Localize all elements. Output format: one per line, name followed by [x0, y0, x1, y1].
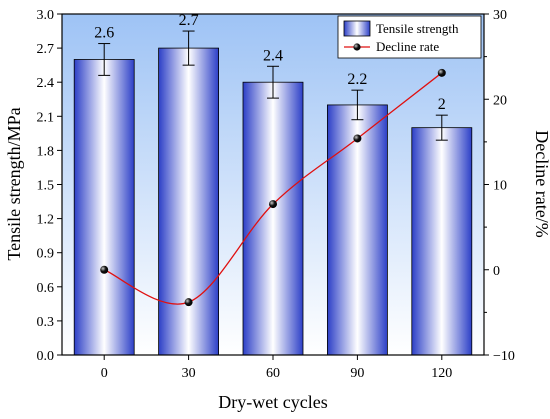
- y-tick-label: 0.6: [37, 281, 55, 296]
- error-bar-90: [351, 89, 364, 121]
- y2-tick-label: 0: [493, 264, 500, 279]
- bar-value-label-60: 2.4: [263, 47, 283, 64]
- bar-0: [73, 59, 135, 356]
- y-tick-label: 1.2: [37, 213, 55, 228]
- line-series-decline-rate: [100, 68, 446, 307]
- legend-bar-swatch: [343, 20, 371, 37]
- decline-rate-point-60: [269, 200, 277, 209]
- y-tick-label: 2.4: [37, 76, 55, 91]
- bar-series-tensile-strength: [73, 47, 473, 356]
- y-tick-label: 1.8: [37, 144, 55, 159]
- y-axis-title: Tensile strength/MPa: [4, 107, 24, 260]
- y-tick-label: 2.7: [37, 42, 55, 57]
- legend: Tensile strength Decline rate: [337, 15, 482, 59]
- y-tick-label: 0.3: [37, 315, 55, 330]
- y2-tick-label: −10: [493, 349, 515, 364]
- bar-60: [242, 81, 304, 356]
- bar-data-labels: 2.6 2.7 2.4 2.2 2: [94, 12, 446, 113]
- y2-tick-label: 10: [493, 179, 507, 194]
- x-tick-label: 0: [101, 366, 108, 381]
- legend-label-tensile-strength: Tensile strength: [376, 21, 459, 36]
- bar-value-label-0: 2.6: [94, 25, 114, 42]
- decline-rate-point-30: [184, 298, 193, 307]
- legend-label-decline-rate: Decline rate: [376, 39, 439, 54]
- y2-tick-label: 20: [493, 93, 507, 108]
- bar-30: [158, 47, 220, 356]
- x-tick-label: 90: [350, 366, 364, 381]
- y2-axis-title: Decline rate/%: [532, 130, 550, 237]
- bar-120: [411, 127, 473, 356]
- error-bar-0: [98, 43, 111, 76]
- y-tick-label: 0.0: [37, 349, 55, 364]
- error-bar-60: [267, 65, 279, 99]
- error-bar-120: [435, 114, 448, 141]
- decline-rate-point-120: [437, 68, 446, 77]
- bar-value-label-30: 2.7: [179, 12, 199, 29]
- bar-90: [326, 104, 388, 356]
- decline-rate-point-0: [100, 265, 109, 274]
- x-tick-label: 30: [182, 366, 196, 381]
- legend-marker-swatch: [353, 43, 361, 51]
- decline-rate-point-90: [353, 134, 362, 143]
- error-bar-30: [182, 30, 195, 66]
- x-tick-label: 120: [431, 366, 452, 381]
- bar-value-label-90: 2.2: [347, 71, 367, 88]
- error-bars: [98, 30, 448, 141]
- y-tick-label: 3.0: [37, 8, 55, 23]
- y2-tick-label: 30: [493, 8, 507, 23]
- x-axis-title: Dry-wet cycles: [218, 392, 327, 412]
- y-tick-label: 0.9: [37, 247, 55, 262]
- y-tick-label: 2.1: [37, 110, 55, 125]
- bar-value-label-120: 2: [438, 96, 446, 113]
- axis-ticks: 0.0 0.3 0.6 0.9 1.2 1.5 1.8 2.1 2.4 2.7 3.0 −10 0 10 2…: [37, 8, 515, 381]
- y-tick-label: 1.5: [37, 179, 55, 194]
- x-tick-label: 60: [266, 366, 280, 381]
